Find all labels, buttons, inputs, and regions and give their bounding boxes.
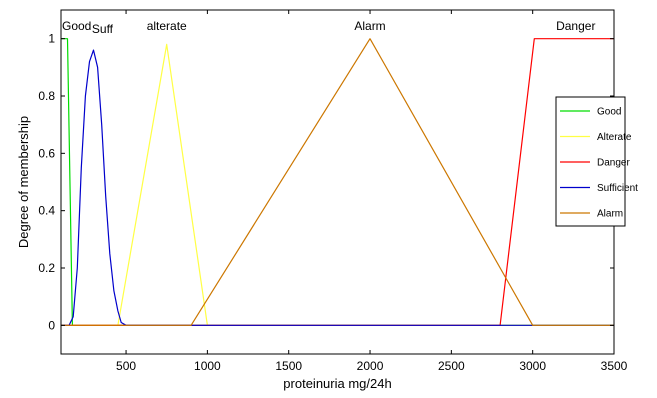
plot-background [61, 10, 614, 354]
x-tick-label: 500 [116, 359, 136, 373]
curve-label-good: Good [62, 19, 91, 33]
curve-label-sufficient: Suff [92, 22, 114, 36]
x-tick-label: 1500 [275, 359, 302, 373]
legend-entry-alarm: Alarm [597, 209, 623, 220]
y-tick-label: 0.4 [38, 204, 55, 218]
y-tick-label: 0.8 [38, 89, 55, 103]
x-tick-label: 2000 [357, 359, 384, 373]
x-tick-label: 3000 [519, 359, 546, 373]
x-tick-label: 1000 [194, 359, 221, 373]
curve-labels: Good alterate Danger Suff Alarm [62, 19, 595, 36]
legend: Good Alterate Danger Sufficient Alarm [555, 96, 638, 227]
x-tick-label: 3500 [601, 359, 628, 373]
series-line-sufficient [61, 49, 614, 326]
curve-label-danger: Danger [556, 19, 595, 33]
y-tick-label: 0 [48, 318, 55, 332]
legend-entry-sufficient: Sufficient [597, 183, 638, 194]
y-tick-label: 0.6 [38, 146, 55, 160]
y-tick-label: 0.2 [38, 261, 55, 275]
x-axis-label: proteinuria mg/24h [283, 376, 391, 391]
legend-entry-alterate: Alterate [597, 132, 632, 143]
legend-entry-good: Good [597, 107, 621, 118]
y-axis-label: Degree of membership [16, 116, 31, 248]
y-tick-label: 1 [48, 32, 55, 46]
curve-label-alterate: alterate [147, 19, 187, 33]
x-tick-label: 2500 [438, 359, 465, 373]
curve-label-alarm: Alarm [354, 19, 385, 33]
legend-entry-danger: Danger [597, 158, 630, 169]
series-line-alarm [61, 38, 614, 326]
plot-area [61, 10, 614, 354]
